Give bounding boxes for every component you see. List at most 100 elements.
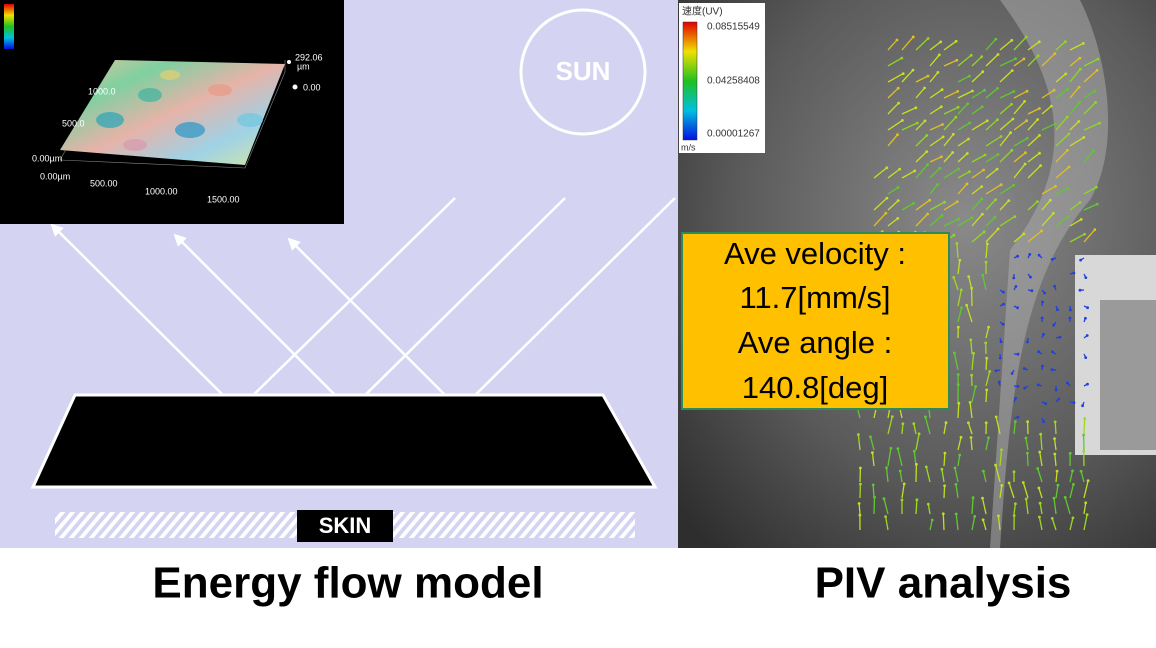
vector-head	[941, 123, 944, 126]
vector-head	[1039, 432, 1043, 436]
vector-head	[1037, 40, 1041, 44]
velocity-vector	[1051, 518, 1057, 531]
vector-head	[967, 275, 971, 278]
velocity-vector	[873, 497, 876, 515]
velocity-vector	[857, 434, 861, 451]
vector-head	[1049, 104, 1053, 108]
vector-head	[1094, 101, 1097, 104]
velocity-vector	[1041, 53, 1056, 67]
velocity-vector	[901, 170, 916, 179]
vector-head	[987, 436, 990, 440]
vector-head	[1050, 517, 1054, 520]
velocity-vector	[1069, 201, 1081, 211]
velocity-vector	[1041, 105, 1052, 115]
vector-head	[1095, 202, 1099, 206]
vector-head	[1053, 452, 1057, 456]
vector-head	[1037, 486, 1041, 490]
vector-head	[859, 466, 862, 470]
velocity-vector	[957, 183, 968, 195]
vector-head	[926, 74, 930, 78]
vector-head	[901, 119, 904, 122]
inset-y-label: 500.0	[62, 118, 85, 128]
velocity-vector	[970, 437, 973, 451]
velocity-vector	[957, 403, 960, 419]
velocity-vector	[1041, 212, 1054, 227]
vector-head	[1011, 117, 1015, 121]
vector-head	[895, 38, 899, 42]
vector-head	[871, 451, 874, 454]
velocity-vector	[929, 519, 933, 531]
velocity-vector	[957, 437, 962, 451]
vector-head	[885, 466, 888, 470]
vector-head	[1028, 253, 1032, 256]
vector-head	[926, 163, 929, 166]
velocity-vector	[1053, 438, 1057, 451]
vector-head	[981, 273, 985, 277]
vector-head	[957, 217, 961, 221]
velocity-vector	[1026, 453, 1029, 467]
velocity-vector	[955, 484, 959, 499]
velocity-vector	[971, 353, 975, 371]
velocity-vector	[957, 289, 962, 307]
velocity-vector	[887, 186, 899, 195]
velocity-vector	[1054, 421, 1057, 435]
vector-head	[1050, 368, 1054, 372]
velocity-vector	[1055, 73, 1067, 83]
vector-head	[1010, 102, 1013, 106]
velocity-vector	[957, 171, 970, 179]
velocity-vector	[901, 483, 905, 499]
velocity-vector	[1069, 86, 1080, 99]
velocity-vector	[982, 275, 987, 291]
velocity-vector	[985, 371, 991, 387]
vector-head	[1022, 232, 1026, 236]
velocity-vector	[915, 38, 929, 51]
vector-head	[890, 415, 894, 418]
velocity-vector	[981, 497, 987, 515]
velocity-vector	[999, 200, 1010, 211]
velocity-vector	[1083, 229, 1096, 243]
vector-head	[1001, 323, 1005, 326]
velocity-vector	[1027, 119, 1039, 131]
vector-head	[1071, 516, 1075, 520]
velocity-vector	[887, 168, 901, 179]
velocity-vector	[1069, 517, 1074, 531]
velocity-vector	[1083, 58, 1099, 67]
velocity-vector	[1069, 470, 1074, 483]
vector-head	[973, 515, 977, 518]
vector-head	[994, 198, 997, 202]
velocity-vector	[1083, 150, 1094, 163]
velocity-vector	[929, 136, 944, 147]
velocity-vector	[969, 402, 973, 419]
colorbar-title: 速度(UV)	[682, 5, 723, 18]
inset-surface-texture	[96, 70, 263, 151]
velocity-vector	[884, 516, 889, 531]
vector-head	[968, 121, 972, 125]
velocity-vector	[1054, 453, 1057, 467]
velocity-vector	[1083, 186, 1097, 195]
vector-head	[970, 216, 974, 220]
velocity-vector	[1069, 68, 1081, 83]
vector-head	[884, 211, 888, 215]
vector-head	[1010, 69, 1014, 72]
velocity-vector	[954, 467, 959, 483]
vector-head	[1025, 136, 1029, 140]
vector-head	[971, 496, 975, 500]
velocity-vector	[1013, 137, 1028, 147]
vector-head	[981, 496, 984, 500]
vector-head	[1040, 316, 1044, 320]
vector-head	[996, 118, 999, 122]
velocity-vector	[971, 56, 983, 67]
velocity-vector	[1055, 149, 1068, 163]
vector-head	[1052, 496, 1056, 500]
velocity-vector	[1083, 90, 1096, 99]
velocity-vector	[985, 358, 988, 371]
velocity-vector	[1055, 485, 1059, 499]
velocity-vector	[1013, 36, 1027, 51]
vector-head	[1066, 186, 1070, 190]
vector-head	[968, 401, 972, 404]
vector-head	[1000, 448, 1003, 452]
velocity-vector	[883, 498, 889, 515]
vector-head	[1067, 132, 1071, 136]
velocity-vector	[929, 106, 942, 115]
vector-head	[1002, 290, 1005, 294]
